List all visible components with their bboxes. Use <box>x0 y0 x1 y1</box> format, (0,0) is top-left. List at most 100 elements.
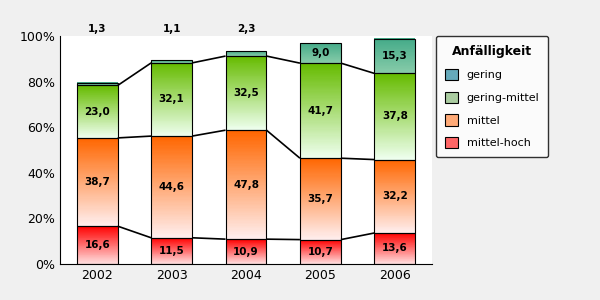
Bar <box>374 103 415 105</box>
Bar <box>77 90 118 91</box>
Bar <box>77 205 118 206</box>
Bar <box>151 140 192 141</box>
Bar <box>151 119 192 120</box>
Bar <box>374 133 415 134</box>
Bar <box>300 150 341 151</box>
Bar <box>77 106 118 107</box>
Bar <box>151 211 192 212</box>
Bar <box>226 213 266 214</box>
Bar <box>374 97 415 98</box>
Bar <box>374 213 415 214</box>
Bar <box>300 178 341 180</box>
Bar <box>374 171 415 172</box>
Bar <box>300 162 341 163</box>
Bar <box>374 219 415 220</box>
Bar <box>300 186 341 187</box>
Bar <box>226 232 266 234</box>
Bar <box>151 172 192 173</box>
Bar <box>226 140 266 141</box>
Bar <box>374 145 415 146</box>
Bar <box>151 167 192 168</box>
Bar <box>226 100 266 101</box>
Bar <box>300 159 341 160</box>
Bar <box>77 94 118 95</box>
Bar <box>374 193 415 194</box>
Bar <box>151 60 192 63</box>
Bar <box>374 56 415 57</box>
Bar <box>226 86 266 87</box>
Bar <box>300 148 341 149</box>
Bar <box>374 84 415 85</box>
Bar <box>77 189 118 190</box>
Bar <box>151 77 192 79</box>
Bar <box>77 117 118 118</box>
Bar <box>300 114 341 116</box>
Bar <box>77 208 118 210</box>
Bar <box>151 80 192 81</box>
Bar <box>374 45 415 46</box>
Bar <box>300 255 341 256</box>
Bar <box>77 149 118 150</box>
Bar <box>374 74 415 160</box>
Bar <box>77 174 118 175</box>
Bar <box>226 125 266 127</box>
Bar <box>151 250 192 251</box>
Bar <box>151 71 192 72</box>
Bar <box>374 137 415 138</box>
Bar <box>374 85 415 86</box>
Bar <box>226 59 266 60</box>
Bar <box>151 170 192 172</box>
Bar <box>374 243 415 244</box>
Bar <box>77 206 118 207</box>
Bar <box>300 183 341 184</box>
Bar <box>374 98 415 99</box>
Bar <box>77 182 118 183</box>
Bar <box>226 169 266 171</box>
Bar <box>77 91 118 92</box>
Bar <box>374 41 415 42</box>
Bar <box>151 121 192 122</box>
Bar <box>300 258 341 259</box>
Text: 10,7: 10,7 <box>307 247 334 257</box>
Bar <box>226 89 266 90</box>
Bar <box>300 225 341 226</box>
Bar <box>300 43 341 63</box>
Bar <box>151 155 192 156</box>
Bar <box>151 82 192 83</box>
Bar <box>300 195 341 196</box>
Bar <box>151 228 192 229</box>
Bar <box>151 259 192 260</box>
Bar <box>374 135 415 136</box>
Bar <box>300 251 341 252</box>
Bar <box>77 93 118 94</box>
Bar <box>77 253 118 254</box>
Bar <box>374 166 415 167</box>
Bar <box>151 233 192 234</box>
Bar <box>300 215 341 216</box>
Bar <box>151 207 192 208</box>
Bar <box>374 161 415 162</box>
Bar <box>151 141 192 142</box>
Bar <box>151 182 192 183</box>
Bar <box>300 259 341 260</box>
Bar <box>77 216 118 217</box>
Bar <box>151 206 192 207</box>
Bar <box>226 172 266 174</box>
Bar <box>77 246 118 247</box>
Bar <box>226 235 266 236</box>
Bar <box>151 187 192 188</box>
Bar <box>226 129 266 130</box>
Bar <box>226 242 266 243</box>
Bar <box>300 138 341 139</box>
Bar <box>151 91 192 92</box>
Bar <box>226 145 266 146</box>
Bar <box>300 93 341 94</box>
Bar <box>151 252 192 253</box>
Bar <box>226 75 266 76</box>
Bar <box>374 139 415 140</box>
Bar <box>226 189 266 190</box>
Bar <box>77 212 118 213</box>
Bar <box>300 233 341 235</box>
Bar <box>374 252 415 253</box>
Bar <box>300 103 341 105</box>
